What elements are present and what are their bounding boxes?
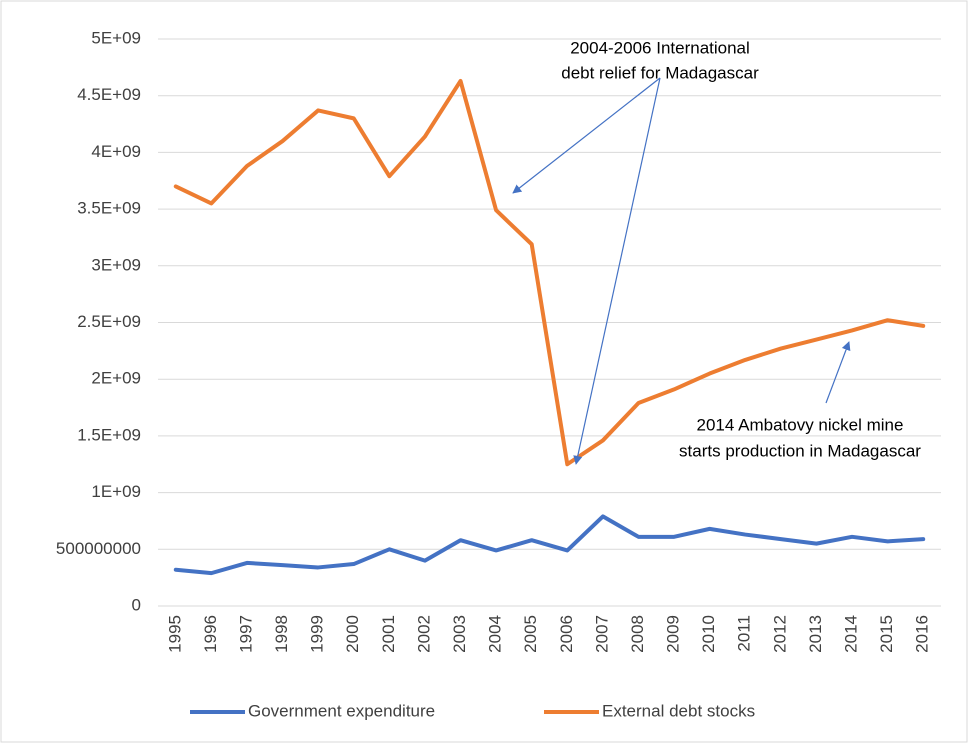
x-tick-label: 2004 (486, 615, 505, 653)
x-tick-label: 1999 (308, 615, 327, 653)
x-tick-label: 2002 (414, 615, 433, 653)
y-tick-label: 0 (132, 595, 141, 614)
grid (158, 38, 941, 607)
y-tick-label: 2E+09 (91, 369, 141, 388)
marks (173, 78, 926, 576)
arrow (512, 77, 661, 194)
x-tick-label: 2003 (450, 615, 469, 653)
x-tick-label: 2008 (628, 615, 647, 653)
y-tick-label: 1.5E+09 (77, 425, 141, 444)
y-tick-label: 4.5E+09 (77, 85, 141, 104)
annotation-line: starts production in Madagascar (679, 441, 921, 460)
series-line (173, 514, 926, 576)
y-tick-label: 3E+09 (91, 255, 141, 274)
series-line (173, 78, 926, 467)
x-tick-label: 2014 (842, 615, 861, 653)
x-tick-label: 2011 (735, 615, 754, 652)
arrow (573, 77, 661, 465)
x-tick-label: 2007 (592, 615, 611, 653)
y-tick-label: 1E+09 (91, 482, 141, 501)
x-tick-label: 2012 (770, 615, 789, 653)
annotation-arrows (512, 77, 851, 465)
legend-label: External debt stocks (602, 701, 755, 720)
y-tick-label: 3.5E+09 (77, 199, 141, 218)
x-tick-label: 2015 (877, 615, 896, 653)
annotation-line: debt relief for Madagascar (561, 63, 759, 82)
x-tick-label: 1995 (165, 615, 184, 653)
annotation-line: 2014 Ambatovy nickel mine (697, 415, 904, 434)
x-tick-label: 1998 (272, 615, 291, 653)
x-tick-label: 2010 (699, 615, 718, 653)
x-tick-label: 2013 (806, 615, 825, 653)
x-tick-label: 1996 (201, 615, 220, 653)
x-tick-label: 2000 (343, 615, 362, 653)
x-tick-label: 2016 (913, 615, 932, 653)
y-tick-label: 5E+09 (91, 28, 141, 47)
x-tick-label: 2005 (521, 615, 540, 653)
y-tick-label: 500000000 (56, 539, 141, 558)
annotation-line: 2004-2006 International (570, 38, 750, 57)
x-tick-label: 2001 (379, 615, 398, 653)
arrow (825, 341, 851, 404)
x-tick-label: 2009 (664, 615, 683, 653)
legend-label: Government expenditure (248, 701, 435, 720)
y-tick-label: 2.5E+09 (77, 312, 141, 331)
x-tick-label: 2006 (557, 615, 576, 653)
x-tick-label: 1997 (236, 615, 255, 653)
y-tick-label: 4E+09 (91, 142, 141, 161)
